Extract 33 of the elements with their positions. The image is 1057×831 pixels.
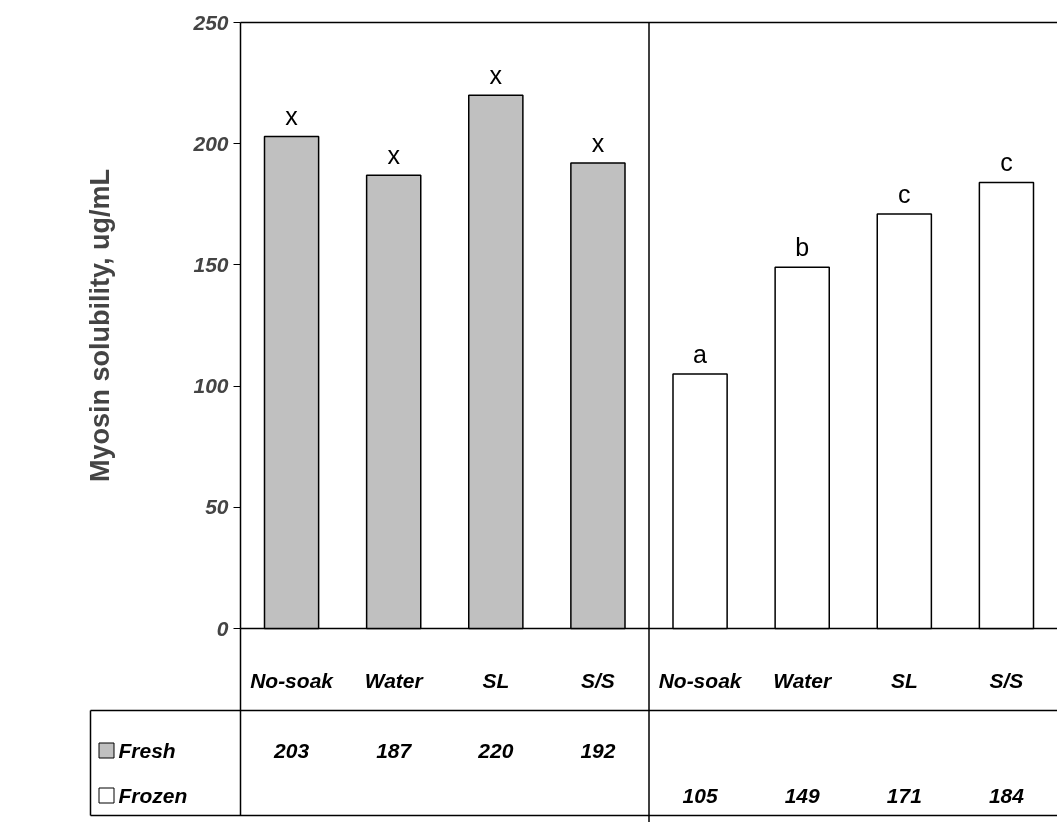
annotation: x: [285, 102, 299, 131]
data-label: 105: [682, 783, 718, 807]
y-tick-label: 100: [193, 374, 229, 398]
x-tick-label: SL: [482, 669, 510, 692]
y-tick-label: 200: [192, 131, 229, 155]
y-tick-label: 50: [205, 495, 229, 519]
y-tick-label: 150: [193, 252, 229, 276]
annotation: x: [489, 61, 503, 90]
annotation: b: [795, 233, 810, 262]
data-label: 220: [477, 738, 514, 762]
annotation: a: [693, 339, 708, 368]
x-tick-label: Water: [364, 669, 425, 692]
data-label: 187: [376, 738, 413, 762]
data-label: 149: [784, 783, 821, 807]
data-label: 184: [988, 783, 1025, 807]
x-tick-label: S/S: [989, 669, 1024, 692]
y-tick-label: 250: [192, 10, 229, 34]
data-label: 192: [580, 738, 616, 762]
x-tick-label: No-soak: [658, 669, 743, 692]
data-label: 203: [273, 738, 310, 762]
legend-label: Fresh: [118, 739, 176, 762]
data-label: 171: [886, 783, 922, 807]
annotation: x: [591, 129, 605, 158]
x-tick-label: SL: [890, 669, 918, 692]
annotation: c: [1000, 148, 1013, 177]
x-tick-label: No-soak: [250, 669, 335, 692]
annotation: x: [387, 141, 401, 170]
annotation: c: [898, 180, 911, 208]
y-axis-title: Myosin solubility, ug/mL: [85, 168, 116, 482]
x-tick-label: Water: [773, 669, 833, 692]
y-tick-label: 0: [216, 616, 229, 640]
x-tick-label: S/S: [581, 669, 615, 692]
legend-label: Frozen: [118, 784, 188, 807]
